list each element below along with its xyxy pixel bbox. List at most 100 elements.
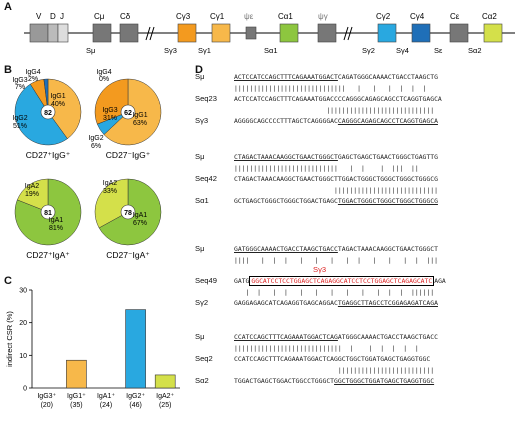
slice-label: IgG1 bbox=[132, 112, 147, 119]
pie-title: CD27⁻IgA⁺ bbox=[106, 250, 150, 260]
y-tick-label: 0 bbox=[23, 386, 27, 393]
match-line: | | | | | | | | | | | | |||||| bbox=[234, 288, 435, 296]
sequence-text: AGGGGCAGCCCCTTTAGCTCAGGGGACCAGGGCAGAGCAG… bbox=[234, 117, 438, 125]
sequence-text: CCATCCAGCTTTCAGAAATGGACTCAGATGGGCAAAACTG… bbox=[234, 333, 438, 341]
salpha2-label: Sα2 bbox=[468, 46, 482, 55]
pie-chart: 62 CD27⁻IgG⁺ bbox=[94, 78, 162, 160]
pie-center bbox=[40, 104, 56, 120]
psi-gamma-segment bbox=[317, 23, 337, 43]
slice-percent: 63% bbox=[133, 120, 147, 127]
cmu-segment bbox=[92, 23, 112, 43]
bar bbox=[154, 374, 176, 389]
sequence-name: Seq42 bbox=[195, 174, 217, 183]
pie-chart: 82 CD27⁺IgG⁺ bbox=[14, 78, 82, 160]
pie-count: 78 bbox=[124, 210, 132, 217]
j-label: J bbox=[60, 12, 64, 21]
calpha2-segment bbox=[483, 23, 503, 43]
smu-label: Sμ bbox=[86, 46, 95, 55]
y-tick-label: 20 bbox=[19, 320, 27, 327]
slice-label: IgA1 bbox=[49, 217, 64, 224]
sequence-name: Seq2 bbox=[195, 354, 213, 363]
sequence-name: Sα1 bbox=[195, 196, 209, 205]
alignment-block: Sμ CCATCCAGCTTTCAGAAATGGACTCAGATGGGCAAAAC… bbox=[195, 332, 520, 401]
slice-percent: 81% bbox=[49, 225, 63, 232]
sgamma1-label: Sγ1 bbox=[198, 46, 211, 55]
sequence-text: CTAGACTAAACAAGGCTGAACTGGGCTTGGACTGGGCTGG… bbox=[234, 175, 438, 183]
x-count-label: (25) bbox=[159, 402, 171, 409]
salpha1-label: Sα1 bbox=[264, 46, 278, 55]
alignment-block: Sμ ACTCCATCCAGCTTTCAGAAATGGACTCAGATGGGCAA… bbox=[195, 72, 520, 141]
x-tick-label: IgA1⁺ bbox=[97, 393, 115, 400]
match-line: |||||||||||||||||||||||||||| | | | | | | bbox=[234, 344, 419, 352]
slice-percent: 31% bbox=[103, 115, 117, 122]
psi-gamma-label: ψγ bbox=[318, 12, 328, 21]
panel-label-d: D bbox=[195, 64, 203, 76]
y-tick-label: 10 bbox=[19, 353, 27, 360]
pie-slice bbox=[43, 78, 49, 113]
pie-slice bbox=[47, 78, 82, 140]
x-count-label: (35) bbox=[70, 402, 82, 409]
cmu-label: Cμ bbox=[94, 12, 105, 21]
slice-percent: 19% bbox=[25, 191, 39, 198]
d-segment bbox=[47, 23, 59, 43]
match-line: ||||||||||||||||||||||||||||| | | | | | … bbox=[234, 84, 427, 92]
d-label: D bbox=[50, 12, 56, 21]
sgamma4-label: Sγ4 bbox=[396, 46, 409, 55]
pie-center bbox=[120, 204, 136, 220]
slice-percent: 6% bbox=[91, 143, 101, 150]
match-line: ||||||||||||||||||||||||||| bbox=[234, 186, 438, 194]
pie-slice bbox=[16, 178, 49, 213]
sgamma3-label: Sγ3 bbox=[164, 46, 177, 55]
slice-percent: 2% bbox=[28, 76, 38, 83]
indirect-csr-bar-chart: 0 10 20 30 indirect CSR (%) IgG3⁺ (20) IgG1⁺ (35… bbox=[5, 288, 180, 409]
x-count-label: (20) bbox=[41, 402, 53, 409]
sequence-text: TGGACTGAGCTGGACTGGCCTGGGCTGGCTGGGCTGGATG… bbox=[234, 377, 435, 385]
slice-label: IgG4 bbox=[25, 69, 40, 76]
sgamma2-label: Sγ2 bbox=[362, 46, 375, 55]
slice-label: IgG2 bbox=[12, 115, 27, 122]
cgamma1-segment bbox=[211, 23, 231, 43]
v-segment bbox=[29, 23, 49, 43]
slice-percent: 33% bbox=[103, 188, 117, 195]
slice-label: IgG2 bbox=[88, 135, 103, 142]
cdelta-segment bbox=[119, 23, 139, 43]
slice-label: IgA1 bbox=[133, 212, 148, 219]
sequence-text: CTAGACTAAACAAGGCTGAACTGGGCTGAGCTGAGCTGAA… bbox=[234, 153, 438, 161]
slice-percent: 40% bbox=[51, 101, 65, 108]
x-count-label: (24) bbox=[100, 402, 112, 409]
sequence-name: Sμ bbox=[195, 72, 205, 81]
match-line: ||||||||||||||||||||||||| bbox=[234, 366, 435, 374]
sepsilon-label: Sε bbox=[434, 46, 443, 55]
slice-label: IgG3 bbox=[12, 77, 27, 84]
pie-title: CD27⁺IgA⁺ bbox=[26, 250, 70, 260]
sequence-text: GAGGAGAGCATCAGAGGTGAGCAGGACTGAGGCTTAGCCT… bbox=[234, 299, 438, 307]
sequence-name: Sγ3 bbox=[195, 116, 209, 125]
cgamma2-segment bbox=[377, 23, 397, 43]
calpha2-label: Cα2 bbox=[482, 12, 497, 21]
x-tick-label: IgG1⁺ bbox=[67, 393, 86, 400]
sequence-text: ACTCCATCCAGCTTTCAGAAATGGACTCAGATGGGCAAAA… bbox=[234, 73, 438, 81]
bar bbox=[125, 309, 146, 389]
panel-label-c: C bbox=[4, 275, 12, 287]
alignment-block: Sμ GATGGGCAAAACTGACCTAAGCTGACCTAGACTAAACA… bbox=[195, 244, 520, 313]
x-tick-label: IgA2⁺ bbox=[156, 393, 174, 400]
insert-label: Sγ3 bbox=[313, 265, 327, 274]
sequence-name: Sγ2 bbox=[195, 298, 209, 307]
pie-center bbox=[40, 204, 56, 220]
pie-slice bbox=[94, 178, 129, 229]
break-mark bbox=[145, 26, 155, 41]
v-label: V bbox=[36, 12, 42, 21]
sequence-name: Sα2 bbox=[195, 376, 209, 385]
pie-count: 62 bbox=[124, 110, 132, 117]
slice-label: IgG3 bbox=[102, 107, 117, 114]
panel-label-a: A bbox=[4, 1, 12, 13]
calpha1-label: Cα1 bbox=[278, 12, 293, 21]
match-line: |||| | | | | | | | | | | | | ||| bbox=[234, 256, 438, 264]
y-axis-label: indirect CSR (%) bbox=[5, 311, 14, 367]
cgamma3-segment bbox=[177, 23, 197, 43]
slice-percent: 0% bbox=[99, 76, 109, 83]
x-tick-label: IgG2⁺ bbox=[126, 393, 145, 400]
pie-title: CD27⁻IgG⁺ bbox=[106, 150, 151, 160]
sequence-name: Sμ bbox=[195, 332, 205, 341]
cgamma2-label: Cγ2 bbox=[376, 12, 391, 21]
